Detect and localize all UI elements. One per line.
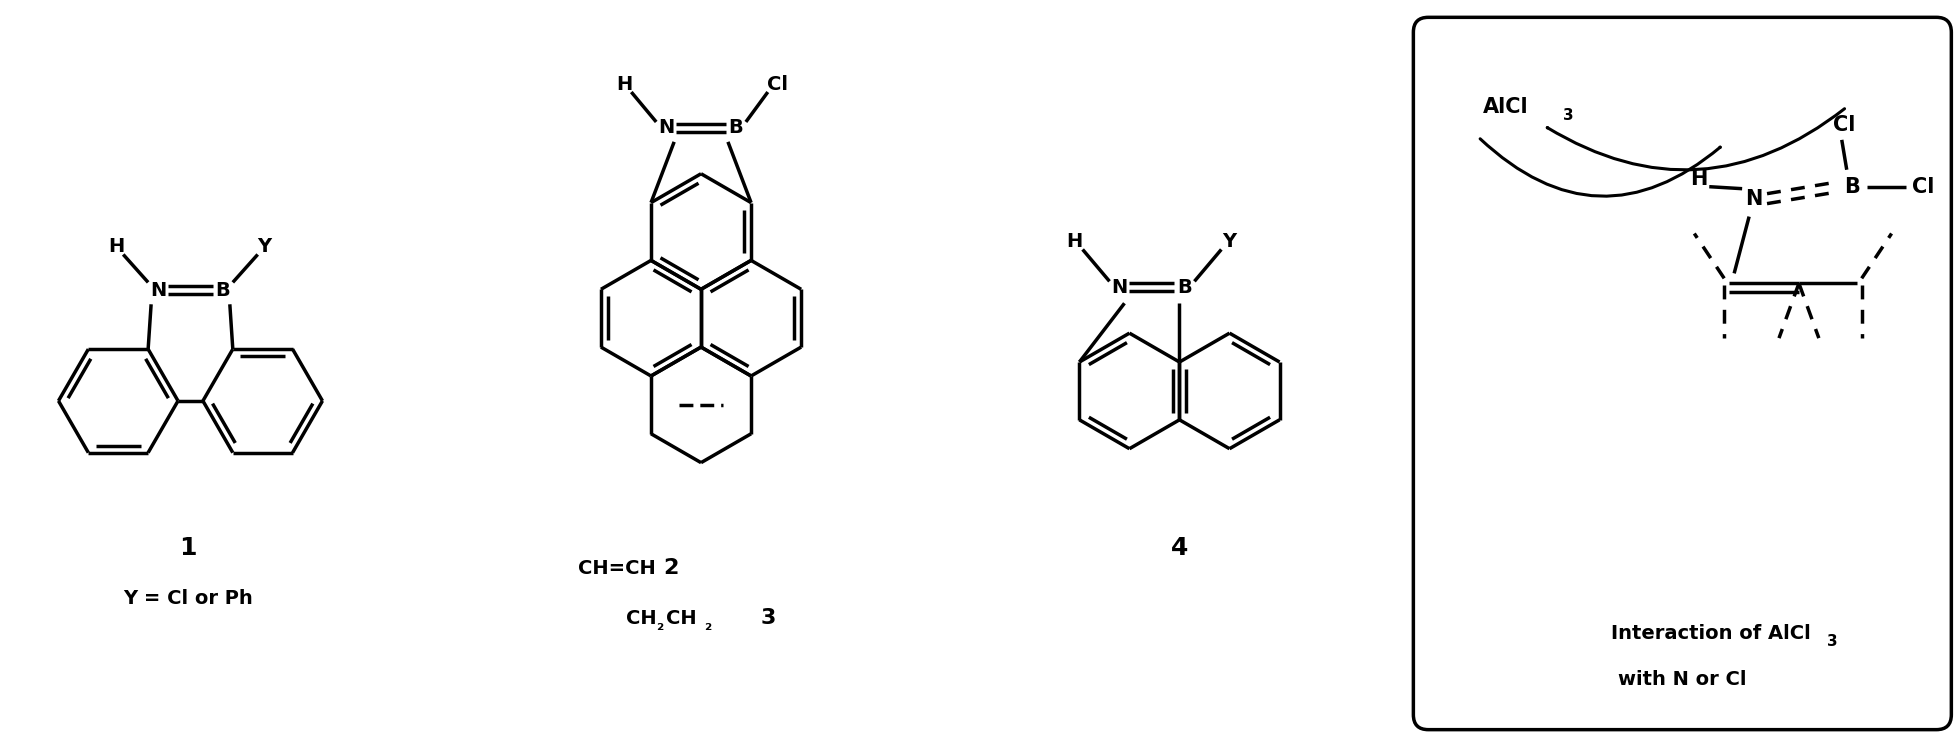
Text: N: N [151, 281, 167, 300]
Text: Cl: Cl [1833, 115, 1854, 135]
Text: H: H [108, 237, 123, 256]
Text: H: H [615, 75, 633, 93]
FancyArrowPatch shape [1480, 139, 1721, 196]
Text: 3: 3 [1562, 108, 1574, 124]
Text: Cl: Cl [1913, 176, 1935, 196]
Text: H: H [1691, 169, 1707, 189]
Text: Cl: Cl [766, 75, 788, 93]
Text: 2: 2 [662, 558, 678, 578]
Text: 1: 1 [178, 536, 196, 560]
Text: with N or Cl: with N or Cl [1619, 671, 1746, 689]
Text: B: B [1844, 176, 1860, 196]
Text: Y = Cl or Ph: Y = Cl or Ph [123, 588, 253, 608]
Text: B: B [1178, 278, 1192, 297]
Text: Y: Y [257, 237, 272, 256]
FancyArrowPatch shape [1546, 109, 1844, 170]
Text: N: N [659, 119, 674, 137]
Text: 3: 3 [1827, 634, 1837, 649]
Text: CH: CH [625, 608, 657, 628]
Text: H: H [1066, 232, 1082, 251]
Text: CH: CH [666, 608, 698, 628]
Text: B: B [216, 281, 229, 300]
Text: B: B [729, 119, 743, 137]
Text: AlCl: AlCl [1484, 97, 1529, 117]
Text: 4: 4 [1170, 536, 1188, 560]
Text: Interaction of AlCl: Interaction of AlCl [1611, 623, 1811, 642]
Text: ₂: ₂ [657, 616, 664, 634]
Text: ₂: ₂ [704, 616, 711, 634]
Text: N: N [1111, 278, 1127, 297]
Text: Y: Y [1223, 232, 1237, 251]
Text: CH=CH: CH=CH [578, 559, 657, 578]
Text: 3: 3 [760, 608, 776, 628]
Text: N: N [1746, 189, 1762, 209]
